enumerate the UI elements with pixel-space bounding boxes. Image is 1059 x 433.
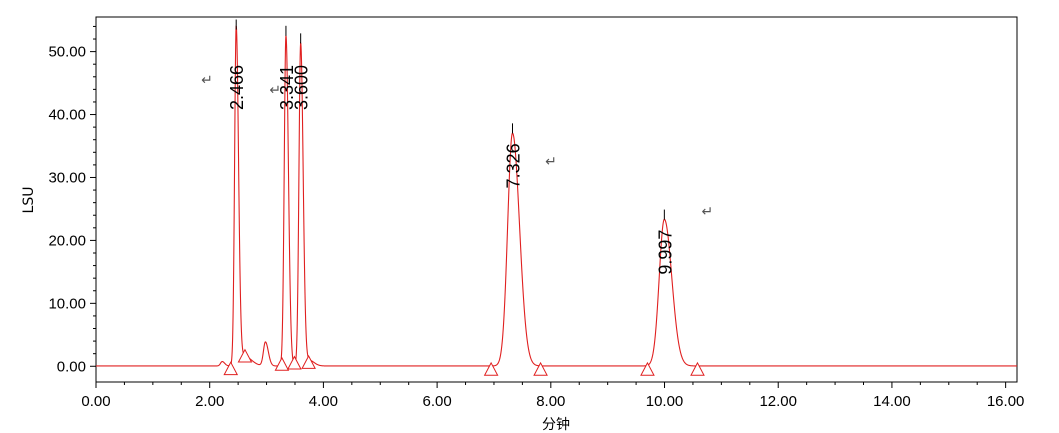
return-symbol: ↵ bbox=[545, 154, 557, 170]
x-tick-label: 4.00 bbox=[309, 393, 338, 410]
integration-mark bbox=[237, 348, 253, 363]
y-tick-label: 30.00 bbox=[48, 169, 86, 186]
plot-area bbox=[95, 16, 1018, 383]
x-axis-title: 分钟 bbox=[542, 416, 570, 433]
x-tick-label: 8.00 bbox=[536, 393, 565, 410]
integration-mark bbox=[483, 361, 499, 376]
x-tick-label: 2.00 bbox=[195, 393, 224, 410]
y-tick-label: 0.00 bbox=[57, 358, 86, 375]
integration-marks bbox=[223, 348, 705, 376]
axis-ticks bbox=[90, 25, 1007, 388]
integration-mark bbox=[640, 361, 655, 376]
return-symbol: ↵ bbox=[201, 72, 213, 88]
x-tick-label: 6.00 bbox=[423, 393, 452, 410]
integration-mark bbox=[533, 361, 548, 376]
peak-rt-label: 9.997 bbox=[655, 230, 675, 275]
x-tick-label: 14.00 bbox=[873, 393, 911, 410]
y-tick-label: 50.00 bbox=[48, 44, 86, 61]
peak-rt-label: 3.600 bbox=[292, 65, 312, 110]
integration-mark bbox=[287, 355, 302, 370]
return-symbol: ↵ bbox=[701, 204, 713, 220]
peak-rt-label: 2.466 bbox=[227, 65, 247, 110]
y-tick-label: 10.00 bbox=[48, 295, 86, 312]
integration-mark bbox=[223, 361, 239, 376]
return-marks: ↵ ↵ ↵ ↵ bbox=[201, 72, 713, 220]
x-tick-label: 16.00 bbox=[987, 393, 1025, 410]
x-tick-label: 12.00 bbox=[759, 393, 797, 410]
y-tick-label: 20.00 bbox=[48, 232, 86, 249]
integration-mark bbox=[274, 356, 290, 371]
peak-rt-label: 7.326 bbox=[504, 143, 524, 188]
x-tick-label: 10.00 bbox=[646, 393, 684, 410]
x-tick-label: 0.00 bbox=[81, 393, 110, 410]
x-tick-labels: 0.00 2.00 4.00 6.00 8.00 10.00 12.00 14.00 16.00 bbox=[81, 393, 1024, 410]
peak-rt-label: 3.341 bbox=[277, 65, 297, 110]
integration-mark bbox=[690, 361, 705, 376]
return-symbol: ↵ bbox=[269, 82, 281, 98]
integration-mark bbox=[301, 354, 316, 369]
y-axis-title: LSU bbox=[21, 187, 37, 214]
y-tick-label: 40.00 bbox=[48, 107, 86, 124]
y-tick-labels: 0.00 10.00 20.00 30.00 40.00 50.00 bbox=[48, 44, 86, 376]
